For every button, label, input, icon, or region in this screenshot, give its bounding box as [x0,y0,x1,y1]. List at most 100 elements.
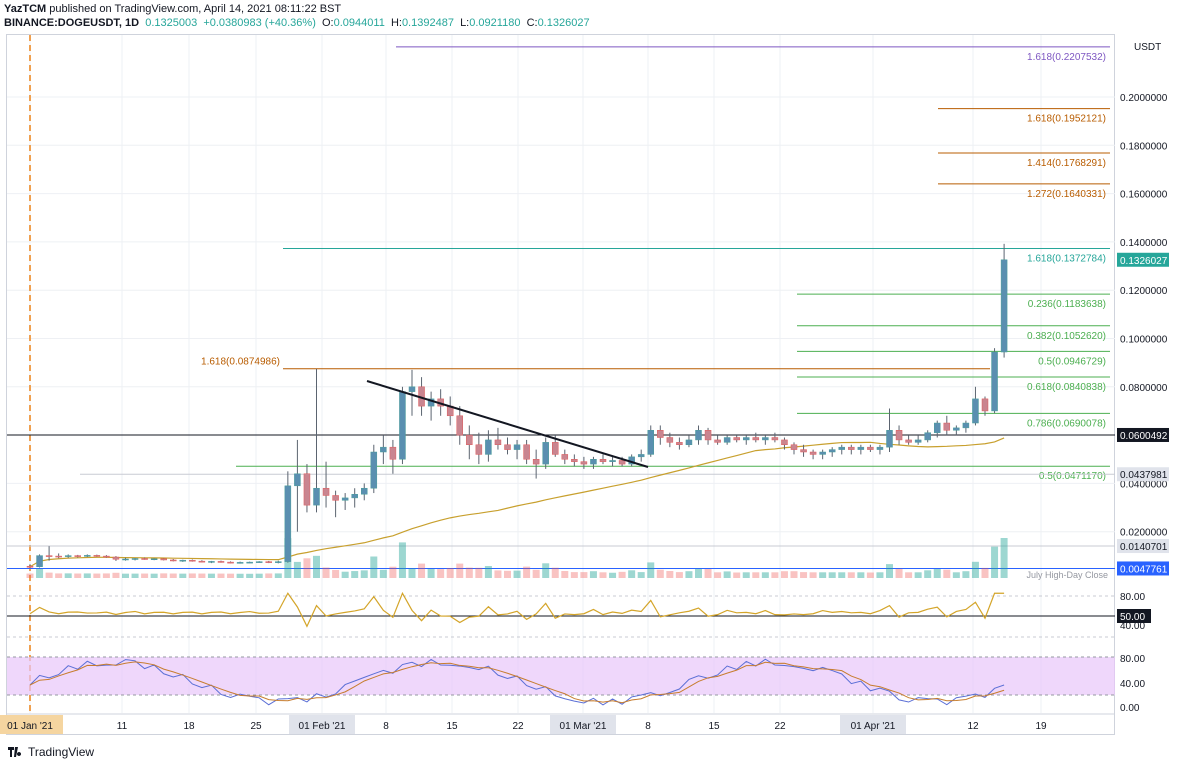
tradingview-logo-icon [8,747,22,757]
candle-body [227,561,234,564]
candle-body [332,495,339,501]
trend-line [366,380,649,468]
candle-body [867,446,874,450]
volume-bar [838,572,846,578]
candle-body [838,446,845,450]
volume-bar [981,567,989,578]
volume-bar [188,573,196,578]
candle-body [714,439,721,443]
candle-body [914,439,922,443]
candle-body [876,446,884,450]
candle-body [160,558,167,561]
x-tick-label: 8 [645,721,651,732]
volume-bar [437,569,445,578]
candle-body [122,558,129,561]
last-price: 0.1325003 [145,17,198,29]
volume-bar [475,567,483,578]
volume-bar [112,572,120,578]
volume-bar [828,572,836,578]
price-badge-label: 0.1326027 [1120,256,1168,267]
candle-body [647,430,654,455]
candle-body [351,494,358,499]
candle-body [723,437,731,443]
y-tick-label: 0.1200000 [1120,286,1168,297]
volume-bar [255,573,263,578]
volume-bar [589,571,597,578]
candle-body [74,555,81,557]
volume-bar [876,572,884,578]
x-tick-label: 22 [512,721,524,732]
volume-bar [370,556,378,578]
y-tick-label: 0.2000000 [1120,93,1168,104]
rsi-tick-label: 50.00 [1120,612,1145,623]
volume-bar [351,571,359,578]
volume-bar [895,568,903,578]
candle-body [236,562,244,564]
y-tick-label: 0.0400000 [1120,479,1168,490]
candle-body [275,561,282,563]
volume-bar [800,572,808,578]
volume-bar [141,573,149,578]
volume-bar [427,568,435,578]
x-tick-label: 01 Apr '21 [851,721,896,732]
candle-body [93,555,101,557]
stoch-k-line [29,658,1005,706]
volume-bar [494,570,502,578]
volume-bar [761,572,769,578]
fib-level-label: 0.618(0.0840838) [1027,382,1106,393]
volume-bar [418,563,426,578]
rsi-badge [1117,609,1151,623]
candle-body [590,459,597,465]
volume-bar [618,571,626,578]
candle-body [733,437,740,441]
tradingview-brand[interactable]: TradingView [8,745,94,759]
volume-bar [866,572,874,578]
candle-body [389,446,397,460]
volume-bar [952,572,960,578]
volume-bar [962,571,970,578]
x-tick-label: 19 [1035,721,1047,732]
publisher-name: YazTCM [4,3,47,15]
stoch-tick-label: 40.00 [1120,679,1145,690]
rsi-line [29,591,1005,628]
candle-body [1000,259,1008,353]
candle-body [809,451,817,455]
volume-bar [217,573,225,578]
volume-bar [771,572,779,578]
volume-bar [924,570,932,578]
candle-body [781,439,788,446]
candle-body [255,561,263,563]
candle-body [55,555,62,558]
volume-bar [666,571,674,578]
volume-bar [847,572,855,578]
price-badge-label: 0.0437981 [1120,470,1168,481]
candle-body [361,487,368,495]
price-badge-label: 0.0600492 [1120,431,1168,442]
volume-bar [408,568,416,578]
candle-body [466,434,473,446]
volume-bar [303,558,311,578]
candle-body [141,558,148,560]
candle-body [704,430,712,441]
x-tick-label: 25 [250,721,262,732]
x-tick-badge [289,715,355,734]
candle-body [36,555,43,567]
volume-bar [246,573,254,578]
published-text: published on TradingView.com, April 14, … [49,3,342,15]
close-value: 0.1326027 [537,17,590,29]
volume-bar [131,573,139,578]
volume-bar [637,572,645,578]
fib-level-label: 1.618(0.0874986) [201,357,280,368]
volume-bar [313,555,320,578]
volume-bar [179,573,187,578]
candle-body [313,487,320,506]
volume-bar [723,571,731,578]
volume-bar [914,572,922,578]
volume-bar [523,566,531,578]
publish-info: YazTCM published on TradingView.com, Apr… [4,3,341,15]
volume-bar [274,573,282,578]
volume-bar [26,573,34,578]
chart-frame [6,34,1115,735]
x-tick-label: 8 [383,721,389,732]
